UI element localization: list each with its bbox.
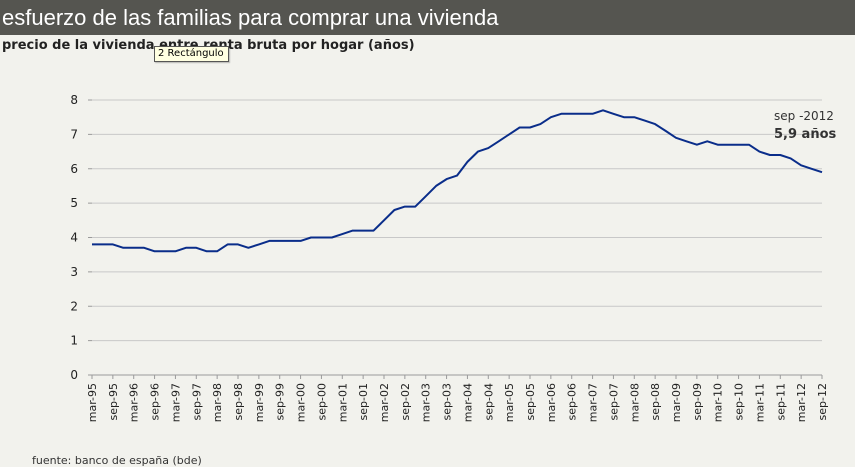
x-tick-label: mar-95 (86, 383, 99, 422)
x-tick-label: mar-12 (795, 383, 808, 422)
y-tick-label: 1 (70, 334, 78, 348)
page-title: esfuerzo de las familias para comprar un… (0, 0, 855, 35)
x-tick-label: sep-05 (524, 383, 537, 420)
chart-subtitle: precio de la vivienda entre renta bruta … (2, 38, 415, 53)
x-tick-label: sep-99 (274, 383, 287, 420)
y-tick-label: 7 (70, 127, 78, 141)
x-tick-label: mar-99 (253, 383, 266, 422)
x-tick-label: mar-97 (169, 383, 182, 422)
annotation-date: sep -2012 (774, 109, 834, 123)
x-tick-label: sep-95 (107, 383, 120, 420)
x-tick-label: mar-05 (503, 383, 516, 422)
y-tick-label: 8 (70, 93, 78, 107)
x-tick-label: mar-98 (211, 383, 224, 422)
y-tick-label: 2 (70, 299, 78, 313)
x-tick-label: sep-96 (149, 383, 162, 420)
x-tick-label: sep-12 (816, 383, 829, 420)
x-tick-label: sep-02 (399, 383, 412, 420)
y-tick-label: 3 (70, 265, 78, 279)
x-tick-label: sep-04 (482, 383, 495, 420)
x-tick-label: mar-10 (712, 383, 725, 422)
shape-tooltip: 2 Rectángulo (154, 46, 229, 62)
x-tick-label: sep-10 (733, 383, 746, 420)
x-tick-label: sep-08 (649, 383, 662, 420)
y-tick-label: 0 (70, 368, 78, 382)
x-tick-label: mar-06 (545, 383, 558, 422)
x-tick-label: sep-07 (607, 383, 620, 420)
y-tick-label: 4 (70, 231, 78, 245)
y-tick-label: 5 (70, 196, 78, 210)
x-tick-label: mar-00 (295, 383, 308, 422)
x-tick-label: sep-98 (232, 383, 245, 420)
x-tick-label: sep-97 (190, 383, 203, 420)
source-note: fuente: banco de españa (bde) (32, 454, 202, 467)
x-tick-label: sep-11 (774, 383, 787, 420)
x-tick-label: sep-00 (315, 383, 328, 420)
x-tick-label: mar-11 (753, 383, 766, 422)
x-tick-label: mar-01 (336, 383, 349, 422)
x-tick-label: sep-09 (691, 383, 704, 420)
x-tick-label: mar-04 (461, 383, 474, 422)
x-tick-label: mar-08 (628, 383, 641, 422)
x-tick-label: mar-07 (587, 383, 600, 422)
x-tick-label: mar-09 (670, 383, 683, 422)
x-tick-label: sep-01 (357, 383, 370, 420)
x-tick-label: mar-03 (420, 383, 433, 422)
x-tick-label: mar-02 (378, 383, 391, 422)
x-tick-label: mar-96 (128, 383, 141, 422)
x-tick-label: sep-03 (441, 383, 454, 420)
y-tick-label: 6 (70, 162, 78, 176)
series-line (92, 109, 823, 253)
annotation-value: 5,9 años (774, 127, 837, 142)
x-tick-label: sep-06 (566, 383, 579, 420)
